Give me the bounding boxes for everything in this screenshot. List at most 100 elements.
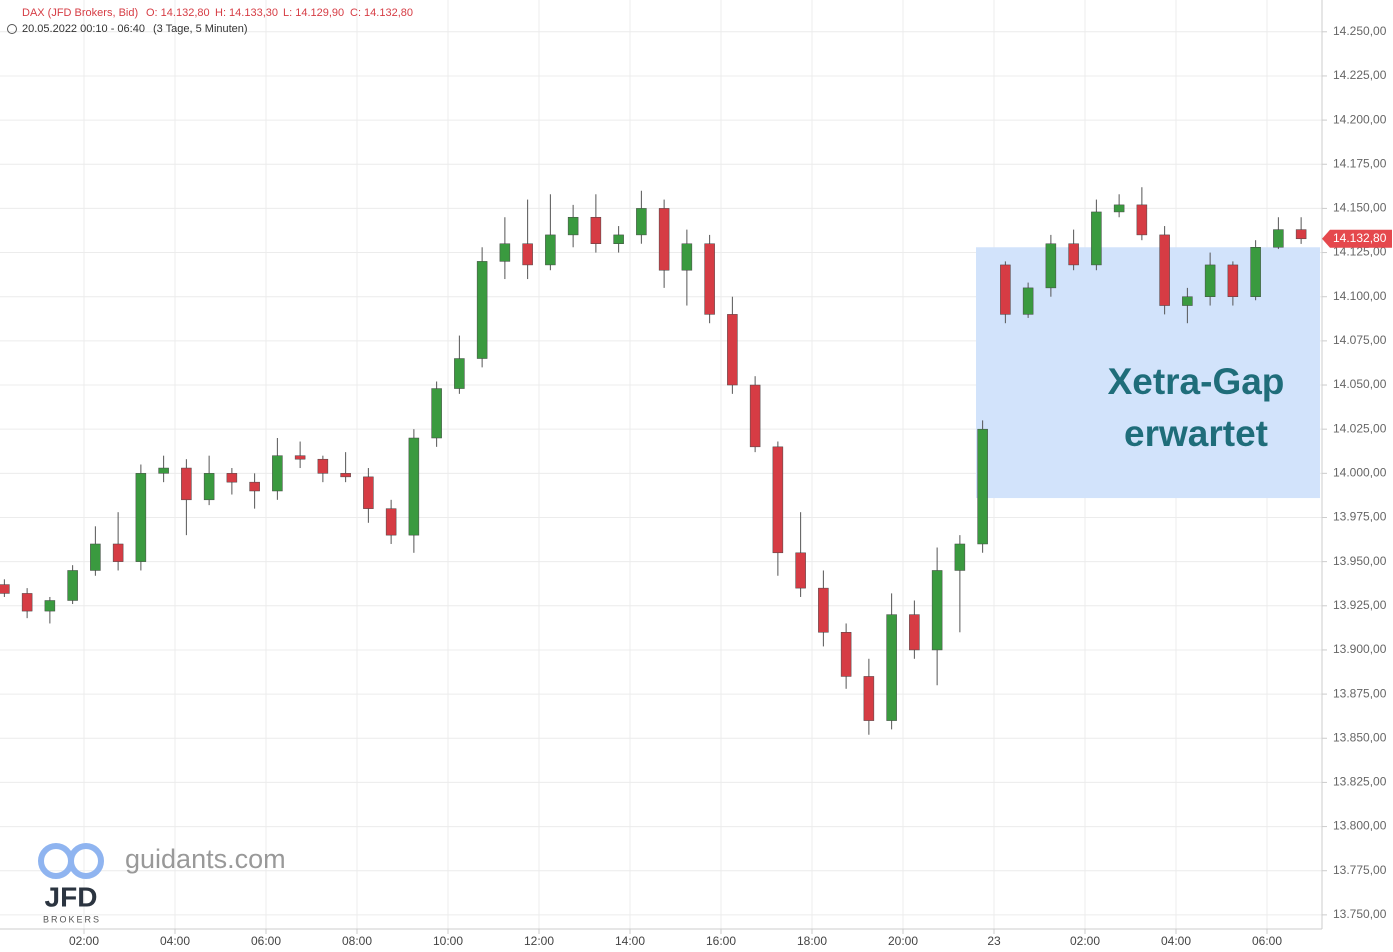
clock-icon [7,24,17,34]
y-tick-label: 13.875,00 [1333,686,1387,700]
candle-body [454,358,465,389]
y-tick-label: 13.975,00 [1333,510,1387,524]
y-tick-label: 14.150,00 [1333,201,1387,215]
annotation: Xetra-Gap erwartet [1108,361,1285,454]
candle-body [1273,229,1284,248]
y-tick-label: 13.900,00 [1333,642,1387,656]
instrument: DAX (JFD Brokers, Bid) [22,7,138,19]
y-tick-label: 13.800,00 [1333,819,1387,833]
axes: 13.750,00 13.775,00 13.800,00 13.825,00 13.8… [69,24,1392,948]
watermark-site: guidants.com [125,844,286,874]
candle-body [1136,204,1148,236]
x-tick-label: 23 [987,934,1001,948]
date-range: 20.05.2022 00:10 - 06:40 [22,23,145,35]
candle-body [522,243,533,266]
candle-body [317,458,329,474]
watermark-sub: BROKERS [43,914,101,924]
candle-body [818,587,829,633]
logo-ring [68,843,104,879]
candle-body [590,216,602,244]
y-tick-label: 14.125,00 [1333,245,1387,259]
candle-body [249,481,260,492]
y-tick-label: 13.850,00 [1333,730,1387,744]
x-tick-label: 06:00 [251,934,281,948]
annotation-text: erwartet [1124,413,1268,454]
candle-body [1068,243,1079,266]
y-tick-label: 14.250,00 [1333,24,1387,38]
annotation-text: Xetra-Gap [1108,361,1285,402]
ohlc-close: C: 14.132,80 [350,7,413,19]
candle-body [977,428,988,545]
candle-body [1159,234,1170,306]
x-tick-label: 12:00 [524,934,554,948]
candle-body [909,614,920,651]
candle-body [863,676,875,721]
candle-body [1182,296,1193,306]
candle-body [1250,247,1261,297]
x-tick-label: 04:00 [1161,934,1191,948]
candle-body [112,543,124,562]
watermark-brand: JFD [45,881,98,912]
candle-body [749,384,761,448]
candle-body [658,208,670,271]
y-tick-label: 13.750,00 [1333,907,1387,921]
x-tick-label: 04:00 [160,934,190,948]
candle-body [1295,229,1307,240]
y-tick-label: 14.200,00 [1333,112,1387,126]
candle-body [158,467,169,474]
candle-body [135,473,147,562]
candle-body [1204,264,1216,297]
candle-body [795,552,806,589]
candle-body [203,473,215,501]
candles [0,187,1307,735]
y-tick-label: 14.025,00 [1333,421,1387,435]
candle-body [272,455,283,492]
candle-body [21,593,33,612]
x-tick-label: 18:00 [797,934,827,948]
y-tick-label: 13.825,00 [1333,775,1387,789]
candle-body [476,261,488,359]
ohlc-low: L: 14.129,90 [283,7,344,19]
y-tick-label: 14.100,00 [1333,289,1387,303]
candle-body [181,467,192,501]
x-tick-label: 02:00 [69,934,99,948]
candle-body [1022,287,1034,315]
candle-body [681,243,693,271]
candle-body [294,455,306,460]
candle-body [340,473,351,478]
candle-body [954,543,966,571]
candle-body [636,208,647,236]
candle-body [408,437,420,536]
candle-body [90,543,101,571]
x-tick-label: 14:00 [615,934,645,948]
y-tick-label: 14.225,00 [1333,68,1387,82]
candle-body [1000,264,1011,315]
candle-body [44,600,56,612]
watermark: guidants.com JFD BROKERS [38,843,286,924]
candle-body [704,243,715,315]
ohlc-open: O: 14.132,80 [146,7,210,19]
y-tick-label: 14.175,00 [1333,156,1387,170]
candle-body [67,570,78,601]
last-price-label: 14.132,80 [1333,231,1387,245]
y-tick-label: 13.925,00 [1333,598,1387,612]
candle-body [1091,211,1102,266]
candle-body [499,243,511,262]
candle-body [1045,243,1057,289]
candle-body [363,476,374,509]
x-tick-label: 08:00 [342,934,372,948]
time-span: (3 Tage, 5 Minuten) [153,23,248,35]
candle-body [1227,264,1239,297]
candle-body [886,614,897,721]
y-tick-label: 13.775,00 [1333,863,1387,877]
y-tick-label: 14.050,00 [1333,377,1387,391]
candle-body [727,314,738,386]
x-tick-label: 06:00 [1252,934,1282,948]
x-tick-label: 16:00 [706,934,736,948]
y-tick-label: 14.000,00 [1333,466,1387,480]
y-tick-label: 13.950,00 [1333,554,1387,568]
x-tick-label: 02:00 [1070,934,1100,948]
x-tick-label: 10:00 [433,934,463,948]
x-tick-label: 20:00 [888,934,918,948]
